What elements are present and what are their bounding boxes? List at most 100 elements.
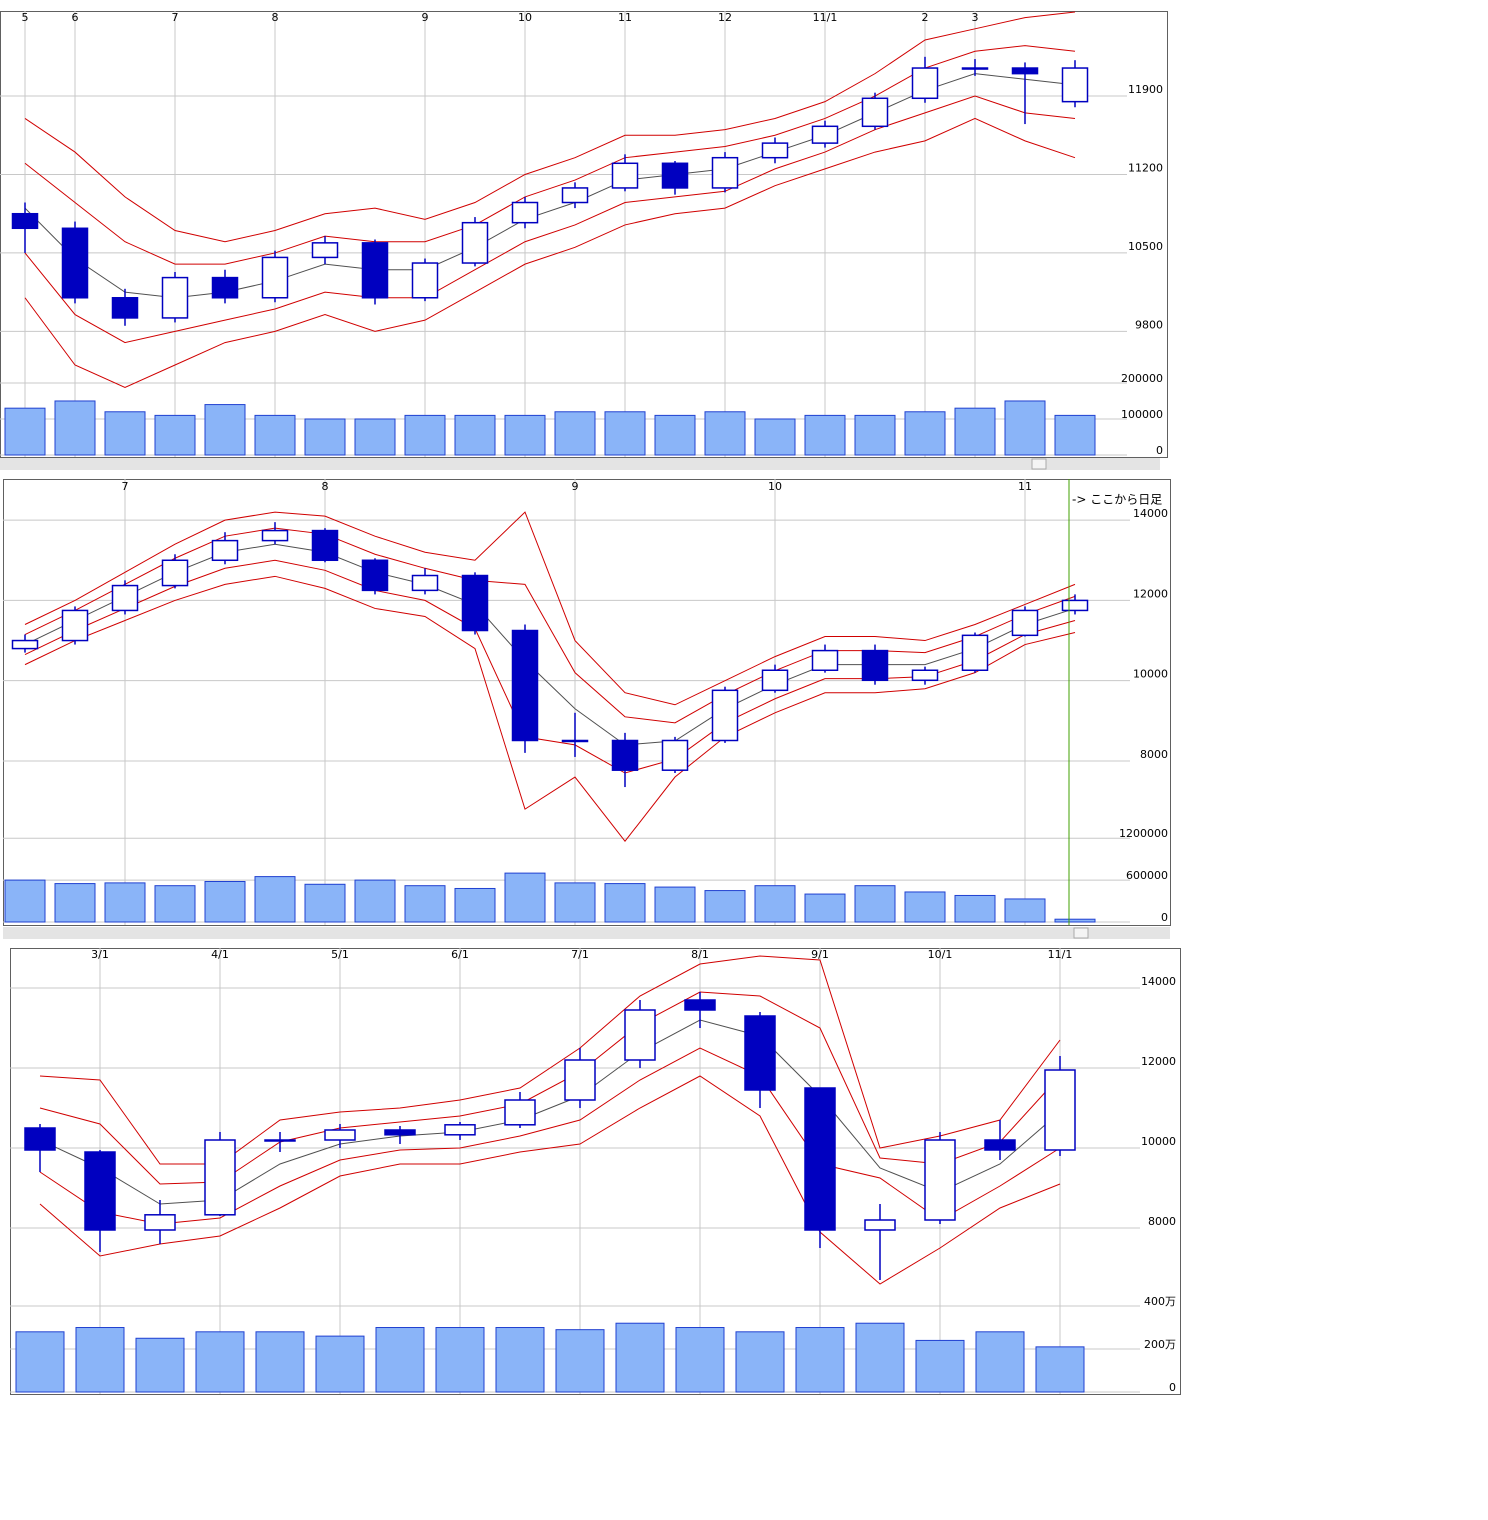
x-tick-label: 4/1 <box>211 948 229 961</box>
volume-bar <box>254 876 296 923</box>
candle-body <box>1011 67 1039 75</box>
volume-bar <box>1054 918 1096 923</box>
band-line <box>24 45 1076 265</box>
y-tick-label: 8000 <box>1140 748 1168 761</box>
volume-bar <box>104 882 146 923</box>
x-tick-label: 6/1 <box>451 948 469 961</box>
y-tick-label: 10000 <box>1141 1135 1176 1148</box>
panel <box>10 948 1181 1395</box>
volume-bar <box>1004 898 1046 923</box>
candle-body <box>311 242 339 259</box>
candle-body <box>61 227 89 299</box>
candle-body <box>211 539 239 562</box>
volume-bar <box>754 418 796 456</box>
volume-bar <box>104 411 146 456</box>
candle-body <box>1011 609 1039 637</box>
volume-bar <box>1035 1346 1085 1393</box>
band-line <box>24 95 1076 344</box>
candle-body <box>144 1214 176 1231</box>
candle-body <box>961 67 989 70</box>
candle-body <box>204 1139 236 1216</box>
plot <box>3 479 1130 925</box>
candle-body <box>861 97 889 128</box>
band-line <box>24 527 1076 724</box>
volume-bar <box>1054 414 1096 456</box>
volume-bar <box>854 885 896 923</box>
y-tick-label: 200000 <box>1121 372 1163 385</box>
scrollbar[interactable] <box>3 927 1170 939</box>
band-line <box>24 543 1076 746</box>
band-line <box>39 1075 1061 1285</box>
volume-bar <box>735 1331 785 1393</box>
candle-body <box>984 1139 1016 1151</box>
x-tick-label: 9 <box>572 480 579 493</box>
volume-bar <box>354 879 396 923</box>
scroll-thumb[interactable] <box>1073 927 1089 939</box>
volume-bar <box>795 1327 845 1393</box>
volume-bar <box>704 890 746 923</box>
candle-body <box>861 649 889 682</box>
volume-bar <box>75 1327 125 1393</box>
volume-bar <box>954 407 996 456</box>
scroll-thumb[interactable] <box>1031 458 1047 470</box>
x-tick-label: 5 <box>22 11 29 24</box>
volume-bar <box>454 414 496 456</box>
volume-bar <box>675 1327 725 1393</box>
y-tick-label: 11200 <box>1128 161 1163 174</box>
volume-bar <box>854 414 896 456</box>
volume-bar <box>54 883 96 923</box>
x-tick-label: 5/1 <box>331 948 349 961</box>
band-line <box>39 1047 1061 1225</box>
annotation: -> ここから日足 <box>1072 493 1162 507</box>
volume-bar <box>154 414 196 456</box>
x-tick-label: 8 <box>272 11 279 24</box>
x-tick-label: 11 <box>618 11 632 24</box>
x-tick-label: 8 <box>322 480 329 493</box>
volume-bar <box>254 414 296 456</box>
y-tick-label: 600000 <box>1126 869 1168 882</box>
candle-body <box>761 669 789 692</box>
candle-body <box>261 256 289 299</box>
y-tick-label: 0 <box>1156 444 1163 457</box>
volume-bar <box>204 404 246 456</box>
y-tick-label: 1200000 <box>1119 827 1168 840</box>
x-tick-label: 11/1 <box>813 11 838 24</box>
candle-body <box>961 634 989 671</box>
volume-bar <box>1004 400 1046 456</box>
volume-bar <box>255 1331 305 1393</box>
volume-bar <box>554 411 596 456</box>
volume-bar <box>915 1339 965 1393</box>
candle-body <box>11 212 39 230</box>
volume-bar <box>304 418 346 456</box>
scrollbar[interactable] <box>0 458 1160 470</box>
x-tick-label: 9/1 <box>811 948 829 961</box>
candle-body <box>864 1219 896 1231</box>
x-tick-label: 9 <box>422 11 429 24</box>
y-tick-label: 10500 <box>1128 240 1163 253</box>
y-tick-label: 8000 <box>1148 1215 1176 1228</box>
volume-bar <box>135 1337 185 1393</box>
candle-body <box>84 1151 116 1231</box>
volume-bar <box>454 887 496 923</box>
volume-bar <box>804 414 846 456</box>
volume-bar <box>855 1322 905 1393</box>
band-line <box>24 11 1076 243</box>
band-line <box>24 73 1076 299</box>
candle-body <box>461 221 489 264</box>
x-tick-label: 10/1 <box>928 948 953 961</box>
plot <box>10 948 1140 1394</box>
candle-body <box>511 629 539 742</box>
volume-bar <box>904 891 946 923</box>
candle-body <box>24 1127 56 1151</box>
candle-body <box>511 201 539 224</box>
candle-body <box>611 162 639 189</box>
volume-bar <box>304 883 346 923</box>
volume-bar <box>654 886 696 923</box>
candle-body <box>744 1015 776 1091</box>
candle-body <box>564 1059 596 1101</box>
volume-bar <box>615 1322 665 1393</box>
y-tick-label: 10000 <box>1133 668 1168 681</box>
plot <box>0 11 1127 457</box>
volume-bar <box>654 414 696 456</box>
candle-body <box>811 649 839 671</box>
